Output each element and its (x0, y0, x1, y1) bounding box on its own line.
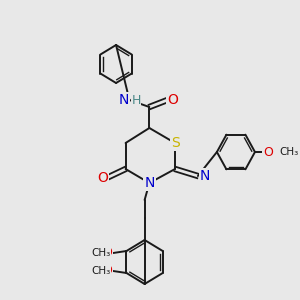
Text: O: O (102, 265, 112, 278)
Text: N: N (144, 176, 154, 190)
Text: N: N (200, 169, 210, 183)
Text: O: O (263, 146, 273, 158)
Text: S: S (171, 136, 179, 150)
Text: CH₃: CH₃ (91, 266, 110, 276)
Text: H: H (131, 94, 141, 106)
Text: CH₃: CH₃ (280, 147, 299, 157)
Text: O: O (97, 171, 108, 185)
Text: O: O (167, 93, 178, 107)
Text: O: O (102, 247, 112, 260)
Text: N: N (119, 93, 129, 107)
Text: CH₃: CH₃ (91, 248, 110, 258)
